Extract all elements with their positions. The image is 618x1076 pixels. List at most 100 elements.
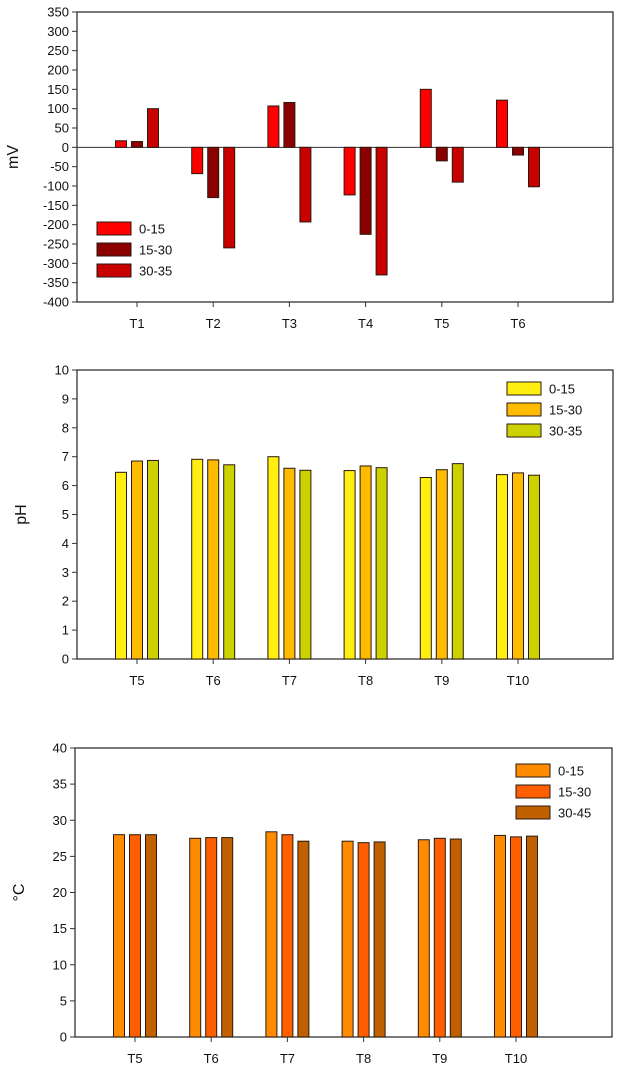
bar-0-15-T5	[115, 471, 127, 660]
legend-label: 0-15	[549, 382, 575, 397]
bar-15-30-T10	[510, 836, 522, 1038]
y-tick-label: -350	[43, 275, 69, 290]
bar-30-45-T9	[449, 838, 462, 1038]
bar-0-15-T10	[496, 474, 508, 660]
legend: 0-15 15-30 30-35	[96, 221, 172, 279]
legend-label: 15-30	[549, 403, 582, 418]
bar-15-30-T9	[435, 469, 448, 660]
bar-0-15-T6	[191, 458, 204, 660]
x-tick-label: T6	[204, 1051, 219, 1066]
bar-15-30-T5	[435, 146, 448, 162]
bar-0-15-T5	[113, 834, 125, 1038]
legend-swatch	[506, 402, 542, 417]
x-tick-label: T7	[280, 1051, 295, 1066]
bar-15-30-T8	[359, 465, 372, 660]
y-tick-label: 150	[47, 82, 69, 97]
x-tick-label: T2	[206, 316, 221, 331]
y-tick-label: 10	[53, 957, 67, 972]
y-tick-label: 1	[62, 623, 69, 638]
legend: 0-15 15-30 30-45	[515, 763, 591, 821]
y-tick-label: 5	[60, 993, 67, 1008]
x-tick-label: T8	[356, 1051, 371, 1066]
y-tick-label: 15	[53, 921, 67, 936]
x-tick-label: T9	[432, 1051, 447, 1066]
legend-label: 15-30	[139, 243, 172, 258]
legend-swatch	[96, 221, 132, 236]
legend-swatch	[506, 381, 542, 396]
legend: 0-15 15-30 30-35	[506, 381, 582, 439]
chart-1: 350 300 250 200 150 100 50 0 -50 -100 -150 -200 -250…	[5, 5, 614, 331]
y-tick-label: -200	[43, 217, 69, 232]
bar-15-30-T1	[131, 141, 143, 148]
bar-0-15-T6	[496, 99, 508, 148]
y-axis-title: °C	[11, 884, 28, 902]
y-tick-label: 50	[55, 121, 69, 136]
x-tick-label: T6	[206, 673, 221, 688]
bar-30-35-T5	[147, 459, 159, 660]
bar-0-15-T6	[189, 837, 202, 1038]
x-tick-label: T10	[505, 1051, 527, 1066]
legend-label: 30-45	[558, 806, 591, 821]
bar-0-15-T4	[343, 146, 356, 196]
legend-swatch	[506, 423, 542, 438]
y-tick-label: 0	[62, 140, 69, 155]
bar-30-35-T5	[451, 146, 464, 183]
y-tick-label: 40	[53, 741, 67, 756]
legend-label: 30-35	[139, 264, 172, 279]
x-tick-label: T7	[282, 673, 297, 688]
y-tick-label: 3	[62, 565, 69, 580]
x-tick-label: T6	[510, 316, 525, 331]
y-tick-label: -150	[43, 198, 69, 213]
bar-30-35-T2	[223, 146, 236, 249]
bar-15-30-T6	[205, 837, 218, 1038]
bar-30-35-T3	[299, 146, 312, 223]
bar-30-45-T8	[373, 841, 386, 1038]
y-tick-label: 25	[53, 849, 67, 864]
x-tick-label: T3	[282, 316, 297, 331]
legend-swatch	[96, 263, 132, 278]
y-tick-label: 4	[62, 536, 69, 551]
plot-frame	[76, 11, 614, 303]
y-tick-label: 0	[62, 652, 69, 667]
bar-0-15-T8	[343, 470, 356, 660]
y-tick-label: 100	[47, 101, 69, 116]
legend-label: 0-15	[558, 764, 584, 779]
bar-0-15-T9	[417, 839, 430, 1038]
bar-0-15-T10	[494, 834, 506, 1038]
bar-30-35-T1	[147, 108, 159, 148]
bar-30-35-T8	[375, 467, 388, 660]
bar-0-15-T3	[267, 105, 280, 148]
y-tick-label: -300	[43, 256, 69, 271]
bar-15-30-T10	[512, 472, 524, 660]
y-tick-label: 10	[55, 363, 69, 378]
bar-15-30-T3	[283, 101, 296, 148]
bar-30-35-T6	[528, 146, 540, 188]
bar-30-45-T10	[526, 835, 538, 1038]
x-tick-label: T1	[129, 316, 144, 331]
bar-30-35-T4	[375, 146, 388, 276]
bar-30-35-T6	[223, 464, 236, 660]
y-tick-label: -50	[50, 159, 69, 174]
legend-swatch	[96, 242, 132, 257]
bar-30-35-T9	[451, 463, 464, 660]
legend-label: 30-35	[549, 424, 582, 439]
y-tick-label: -400	[43, 295, 69, 310]
y-tick-label: 300	[47, 24, 69, 39]
bar-0-15-T2	[191, 146, 204, 175]
x-tick-label: T5	[434, 316, 449, 331]
legend-label: 0-15	[139, 222, 165, 237]
legend-swatch	[515, 763, 551, 778]
bar-30-45-T6	[221, 837, 234, 1038]
y-tick-label: 200	[47, 63, 69, 78]
bar-15-30-T4	[359, 146, 372, 235]
y-tick-label: 250	[47, 43, 69, 58]
x-tick-label: T5	[127, 1051, 142, 1066]
bar-15-30-T2	[207, 146, 220, 199]
y-tick-label: 30	[53, 813, 67, 828]
y-tick-label: 2	[62, 594, 69, 609]
bar-15-30-T5	[131, 460, 143, 660]
bar-15-30-T8	[357, 842, 370, 1038]
y-tick-label: 8	[62, 420, 69, 435]
bar-15-30-T5	[129, 834, 141, 1038]
